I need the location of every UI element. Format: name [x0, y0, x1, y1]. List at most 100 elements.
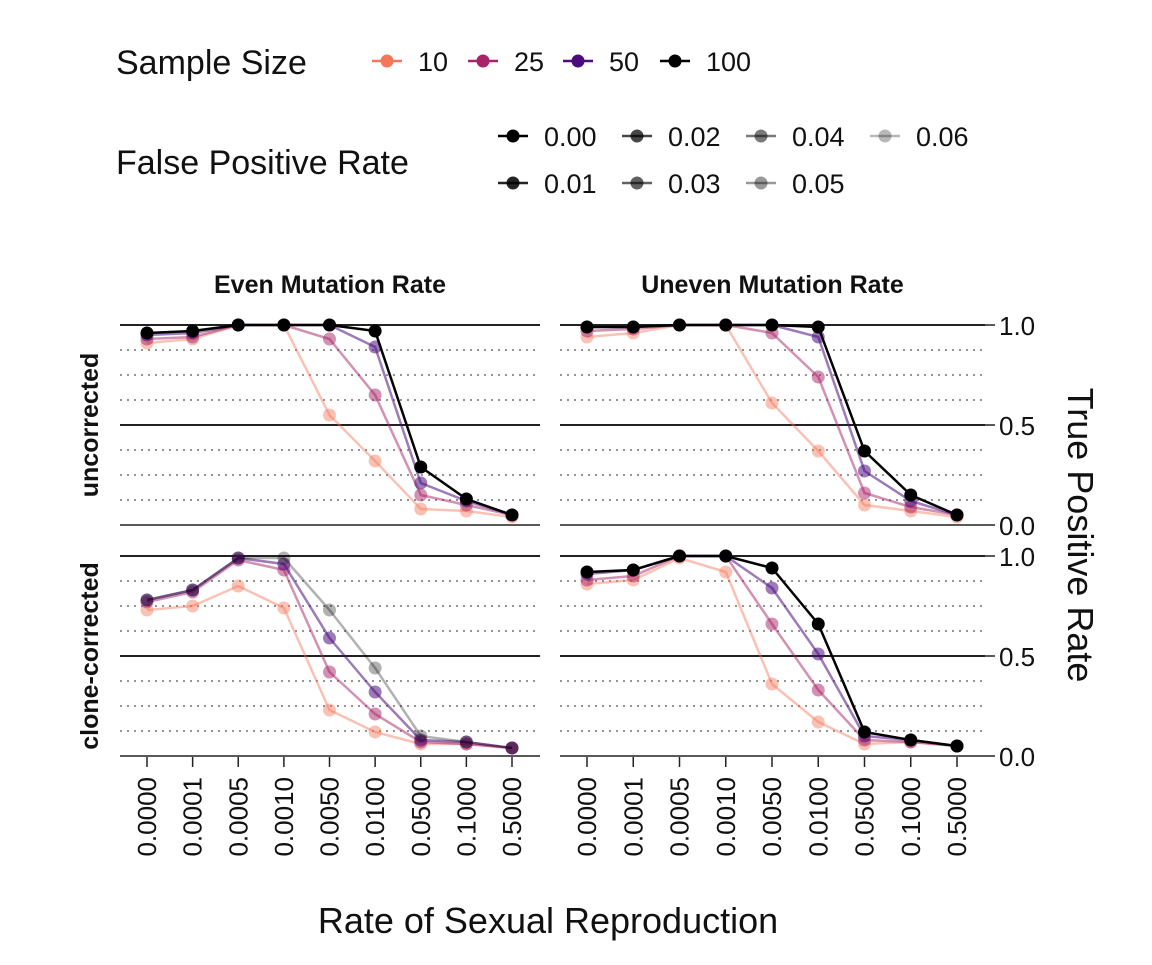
data-point-n100: [186, 324, 200, 338]
data-point-n100: [950, 508, 964, 522]
column-strip-label: Uneven Mutation Rate: [641, 271, 904, 299]
data-point-n10: [765, 396, 779, 410]
row-strip-label: clone-corrected: [76, 562, 104, 750]
panel-uncorrected-even: [120, 318, 540, 526]
data-point-n10: [186, 599, 200, 613]
legend-title-false-positive-rate: False Positive Rate: [116, 144, 409, 182]
x-tick-label: 0.0050: [757, 777, 787, 857]
data-point-n100: [323, 603, 336, 617]
y-tick-label: 0.5: [999, 411, 1035, 441]
data-point-n100: [414, 460, 428, 474]
data-point-n100: [368, 661, 382, 675]
data-point-n100: [140, 593, 154, 607]
legend-fpr-label-0.03: 0.03: [668, 169, 721, 199]
panel-clone-corrected-even: [120, 551, 540, 757]
data-point-n50: [414, 733, 428, 747]
legend-label-100: 100: [706, 47, 751, 77]
row-strip-label: uncorrected: [76, 353, 104, 497]
panel-uncorrected-uneven: [560, 318, 985, 526]
data-point-n100: [673, 549, 686, 563]
x-tick-label: 0.5000: [942, 777, 972, 857]
data-point-n25: [765, 617, 779, 631]
data-point-n100: [414, 729, 428, 743]
legend-fpr-point-0.04: [754, 129, 768, 143]
x-tick-label: 0.1000: [451, 777, 481, 857]
data-point-n50: [323, 631, 336, 645]
x-tick-label: 0.0001: [178, 777, 208, 857]
data-point-n100: [459, 735, 473, 749]
legend-label-25: 25: [514, 47, 544, 77]
legend-fpr-point-0.05: [754, 176, 768, 190]
y-tick-label: 0.5: [999, 642, 1035, 672]
legend-point-25: [476, 54, 490, 68]
legend-fpr-label-0.05: 0.05: [792, 169, 845, 199]
data-point-n10: [323, 408, 336, 422]
data-point-n100: [811, 320, 825, 334]
data-point-n100: [231, 318, 245, 332]
data-point-n50: [811, 647, 825, 661]
data-point-n10: [414, 502, 428, 516]
data-point-n100: [459, 492, 473, 506]
panel-clone-corrected-uneven: [560, 549, 985, 757]
x-tick-label: 0.0050: [315, 777, 345, 857]
data-point-n10: [765, 677, 779, 691]
legend-fpr-label-0.04: 0.04: [792, 122, 845, 152]
data-point-n25: [368, 707, 382, 721]
data-point-n10: [719, 565, 733, 579]
legend-fpr-label-0.06: 0.06: [916, 122, 969, 152]
legend-fpr-label-0.02: 0.02: [668, 122, 721, 152]
x-tick-label: 0.0100: [803, 777, 833, 857]
data-point-n100: [277, 318, 291, 332]
data-point-n25: [414, 488, 428, 502]
legend-fpr-point-0.06: [878, 129, 892, 143]
data-point-n10: [277, 601, 291, 615]
data-point-n100: [904, 488, 918, 502]
series-line-n10: [586, 323, 958, 519]
data-point-n100: [858, 444, 871, 458]
series-line-n10: [586, 556, 958, 748]
data-point-n25: [323, 332, 336, 346]
data-point-n10: [368, 725, 382, 739]
legend-fpr-point-0.00: [506, 129, 520, 143]
legend-fpr-label-0.01: 0.01: [544, 169, 597, 199]
data-point-n100: [231, 551, 245, 565]
data-point-n100: [950, 739, 964, 753]
data-point-n100: [140, 326, 154, 340]
series-line-n100: [587, 323, 958, 517]
x-tick-label: 0.0005: [223, 777, 253, 857]
data-point-n100: [626, 563, 640, 577]
data-point-n10: [368, 454, 382, 468]
x-tick-label: 0.0005: [665, 777, 695, 857]
x-axis-title: Rate of Sexual Reproduction: [318, 900, 778, 941]
series-line-n10: [146, 323, 513, 519]
x-tick-label: 0.0500: [406, 777, 436, 857]
legend-fpr-point-0.03: [630, 176, 644, 190]
y-tick-label: 0.0: [999, 742, 1035, 772]
legend-point-100: [668, 54, 682, 68]
series-line-n100: [146, 556, 513, 750]
data-point-n25: [811, 370, 825, 384]
legend: Sample Size False Positive Rate 10 25 50 10…: [116, 44, 969, 199]
data-point-n100: [858, 725, 871, 739]
x-tick-label: 0.5000: [497, 777, 527, 857]
series-line-n25: [146, 558, 513, 750]
data-point-n50: [140, 593, 154, 607]
x-tick-label: 0.0000: [132, 777, 162, 857]
data-point-n25: [368, 388, 382, 402]
x-tick-label: 0.0010: [711, 777, 741, 857]
data-point-n10: [811, 444, 825, 458]
legend-point-10: [380, 54, 394, 68]
data-point-n100: [673, 318, 686, 332]
data-point-n50: [505, 741, 519, 755]
data-point-n25: [323, 665, 336, 679]
data-point-n100: [505, 741, 519, 755]
column-strip-label: Even Mutation Rate: [214, 271, 446, 299]
data-point-n100: [323, 318, 336, 332]
data-point-n100: [719, 549, 733, 563]
data-point-n10: [323, 703, 336, 717]
data-point-n100: [505, 508, 519, 522]
data-point-n100: [580, 320, 594, 334]
data-point-n100: [765, 561, 779, 575]
x-tick-label: 0.0500: [850, 777, 880, 857]
